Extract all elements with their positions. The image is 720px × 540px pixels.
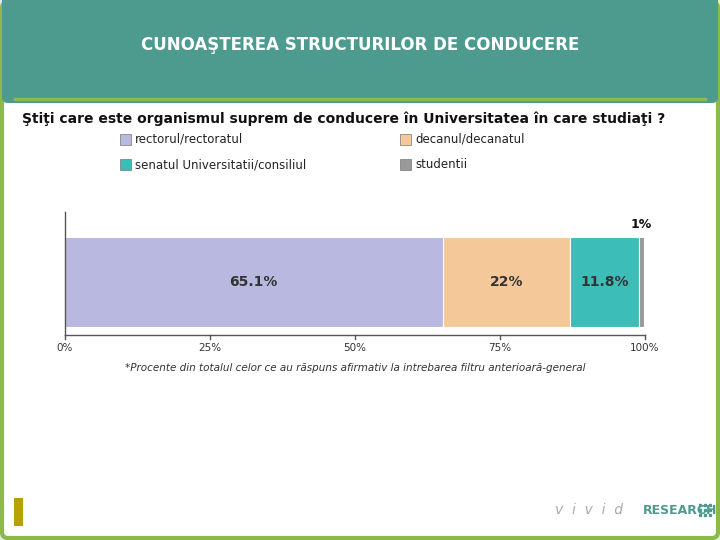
FancyBboxPatch shape — [2, 0, 718, 103]
Text: 50%: 50% — [343, 343, 366, 353]
Bar — [14, 498, 23, 526]
Text: decanul/decanatul: decanul/decanatul — [415, 133, 524, 146]
Text: 75%: 75% — [488, 343, 512, 353]
Bar — [639, 237, 644, 327]
Bar — [65, 237, 443, 327]
Bar — [400, 134, 411, 145]
Text: 100%: 100% — [630, 343, 660, 353]
Text: *Procente din totalul celor ce au răspuns afirmativ la intrebarea filtru anterio: *Procente din totalul celor ce au răspun… — [125, 363, 585, 373]
Text: RESEARCH: RESEARCH — [643, 503, 717, 516]
Bar — [400, 159, 411, 170]
Bar — [570, 237, 639, 327]
Text: studentii: studentii — [415, 158, 467, 171]
Text: 0%: 0% — [57, 343, 73, 353]
Bar — [120, 134, 131, 145]
Text: CUNOAŞTEREA STRUCTURILOR DE CONDUCERE: CUNOAŞTEREA STRUCTURILOR DE CONDUCERE — [141, 37, 579, 55]
Text: rectorul/rectoratul: rectorul/rectoratul — [135, 133, 243, 146]
Text: 1%: 1% — [631, 218, 652, 231]
Bar — [8, 49, 712, 97]
Text: Ştiţi care este organismul suprem de conducere în Universitatea în care studiaţi: Ştiţi care este organismul suprem de con… — [22, 112, 665, 126]
Bar — [14, 102, 706, 490]
Text: senatul Universitatii/consiliul: senatul Universitatii/consiliul — [135, 158, 306, 171]
Text: 22%: 22% — [490, 275, 523, 289]
Bar — [443, 237, 570, 327]
Text: 11.8%: 11.8% — [580, 275, 629, 289]
Text: 25%: 25% — [199, 343, 222, 353]
Text: v  i  v  i  d: v i v i d — [555, 503, 623, 517]
Text: 65.1%: 65.1% — [230, 275, 278, 289]
Bar — [120, 159, 131, 170]
